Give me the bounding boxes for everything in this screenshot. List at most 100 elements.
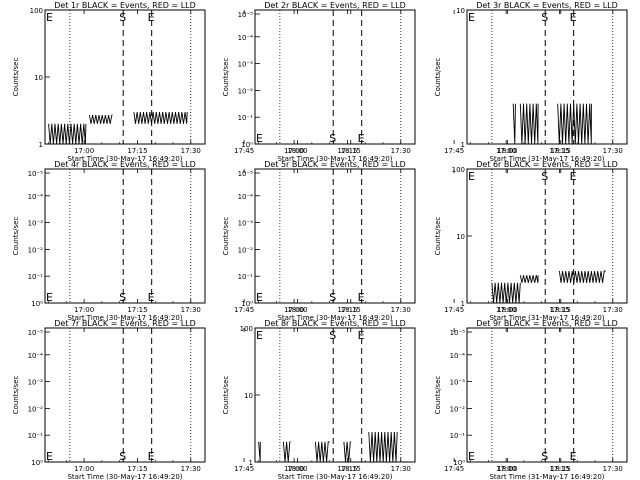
y-tick-label: 10 [244,392,253,400]
x-axis-label: Start Time (30-May-17 16:49:20) [67,314,182,322]
data-segment-1 [258,441,261,463]
y-tick-label: 10⁻⁵ [28,170,44,178]
marker-s-2: S [541,11,548,24]
x-tick-label: 17:45 [444,306,464,314]
y-axis-label: Counts/sec [222,58,230,97]
x-tick-label: 17:00 [284,306,304,314]
x-tick-label: 18:15 [551,306,571,314]
y-tick-label: 10⁰ [453,459,465,467]
panel-title: Det 1r BLACK = Events, RED = LLD [54,1,196,10]
x-axis-label: Start Time (30-May-17 16:49:20) [277,314,392,322]
y-axis-label: Counts/sec [12,217,20,256]
x-tick-label: 17:15 [337,147,357,155]
plot-frame [466,327,628,463]
x-tick-label: 17:15 [549,306,569,314]
plot-frame [44,168,206,304]
x-tick-label: 17:00 [284,465,304,473]
y-axis-label: Counts/sec [222,217,230,256]
y-tick-label: 10⁻³ [238,61,254,69]
x-tick-label: 17:15 [549,465,569,473]
data-segment-2 [88,114,113,124]
panel-det-2: Det 2r BLACK = Events, RED = LLD E S E 17:00… [222,1,571,163]
panel-title: Det 8r BLACK = Events, RED = LLD [264,319,406,328]
y-tick-label: 10⁻¹ [238,114,254,122]
x-tick-label: 17:00 [74,306,94,314]
x-tick-label: 17:15 [337,306,357,314]
data-segment-2 [519,275,539,283]
marker-e-1: E [256,329,263,342]
panel-det-4: Det 4r BLACK = Events, RED = LLD E S E 17:00… [12,160,361,322]
y-tick-label: 1 [39,141,43,149]
y-tick-label: 10⁻⁴ [450,352,466,360]
x-tick-label: 17:00 [74,465,94,473]
y-tick-label: 10⁻³ [28,379,44,387]
data-segment-3 [133,111,188,124]
x-axis-label: Start Time (31-May-17 16:49:20) [489,473,604,480]
panel-det-9: Det 9r BLACK = Events, RED = LLD E S E 17:00… [434,319,628,480]
y-tick-label: 10⁻² [28,246,44,254]
marker-s-2: S [119,450,126,463]
y-tick-label: 10 [34,74,43,82]
y-tick-label: 10⁻⁵ [238,11,254,19]
x-tick-label: 18:00 [497,465,517,473]
marker-s-2: S [329,291,336,304]
plot-frame [44,327,206,463]
panel-det-5: Det 5r BLACK = Events, RED = LLD E S E 17:00… [222,160,571,322]
data-segment-1 [48,123,87,145]
marker-e-3: E [570,450,577,463]
marker-s-2: S [329,329,336,342]
x-axis-label: Start Time (31-May-17 16:49:20) [489,155,604,163]
x-tick-label: 18:15 [551,465,571,473]
marker-e-3: E [148,11,155,24]
y-tick-label: 10⁻² [238,246,254,254]
marker-e-1: E [468,170,475,183]
y-tick-label: 1 [461,141,465,149]
x-tick-label: 17:45 [234,147,254,155]
panel-title: Det 3r BLACK = Events, RED = LLD [476,1,618,10]
x-tick-label: 17:30 [391,306,411,314]
data-segment-5 [368,431,398,463]
y-tick-label: 10⁻¹ [450,432,466,440]
x-tick-label: 17:30 [391,147,411,155]
marker-s-2: S [329,132,336,145]
y-tick-label: 10⁻¹ [238,273,254,281]
data-segment-1 [512,103,516,145]
y-tick-label: 100 [240,325,253,333]
marker-e-1: E [468,11,475,24]
x-tick-label: 18:00 [497,306,517,314]
y-tick-label: 10⁻⁴ [28,193,44,201]
plot-frame [466,9,628,145]
panel-title: Det 9r BLACK = Events, RED = LLD [476,319,618,328]
y-tick-label: 1 [249,459,253,467]
plot-frame [254,9,416,145]
marker-e-1: E [46,11,53,24]
x-axis-label: Start Time (30-May-17 16:49:20) [67,155,182,163]
y-tick-label: 10⁻⁴ [238,34,254,42]
marker-s-2: S [119,291,126,304]
x-tick-label: 17:00 [496,465,516,473]
marker-e-3: E [358,132,365,145]
x-tick-label: 18:00 [497,147,517,155]
x-tick-label: 17:30 [181,465,201,473]
marker-e-3: E [148,450,155,463]
x-axis-label: Start Time (30-May-17 16:49:20) [277,473,392,480]
y-tick-label: 10⁻⁴ [238,193,254,201]
x-tick-label: 18:15 [341,306,361,314]
panel-title: Det 2r BLACK = Events, RED = LLD [264,1,406,10]
x-tick-label: 17:30 [391,465,411,473]
x-tick-label: 18:00 [287,465,307,473]
y-tick-label: 10⁻³ [28,220,44,228]
y-tick-label: 10⁻¹ [28,432,44,440]
x-tick-label: 17:00 [284,147,304,155]
y-tick-label: 10⁻⁴ [28,352,44,360]
data-segment-2 [282,441,291,463]
x-tick-label: 18:15 [341,465,361,473]
panel-det-7: Det 7r BLACK = Events, RED = LLD E S E 17:00… [12,319,361,480]
marker-e-1: E [256,132,263,145]
x-tick-label: 17:15 [127,465,147,473]
panel-title: Det 6r BLACK = Events, RED = LLD [476,160,618,169]
